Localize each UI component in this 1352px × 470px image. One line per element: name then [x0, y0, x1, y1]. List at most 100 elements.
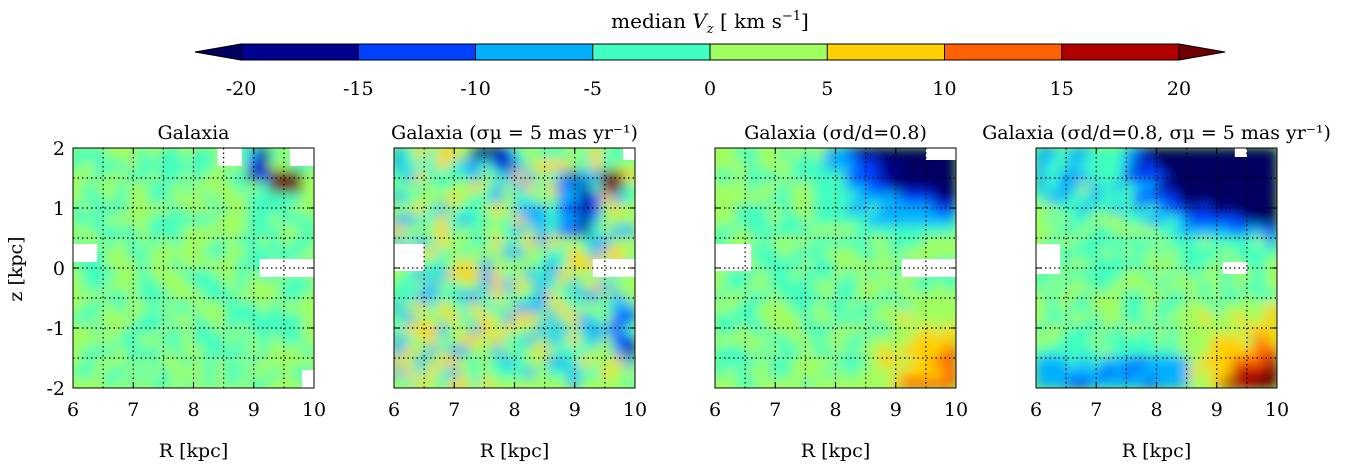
heatmap-cell: [1078, 277, 1092, 291]
heatmap-cell: [944, 245, 956, 259]
heatmap-cell: [746, 332, 760, 346]
heatmap-cell: [1199, 223, 1213, 237]
heatmap-cell: [845, 321, 859, 335]
heatmap-cell: [823, 179, 837, 193]
heatmap-cell: [944, 299, 956, 313]
heatmap-cell: [394, 190, 406, 204]
heatmap-cell: [1036, 343, 1048, 357]
heatmap-cell: [889, 179, 903, 193]
colorbar-segment: [1061, 44, 1179, 60]
heatmap-cell: [148, 234, 162, 248]
heatmap-cell: [845, 212, 859, 226]
heatmap-cell: [159, 157, 173, 171]
heatmap-cell: [922, 376, 936, 388]
heatmap-cell: [1111, 223, 1125, 237]
heatmap-cell: [148, 376, 162, 388]
heatmap-cell: [845, 223, 859, 237]
heatmap-cell: [502, 148, 516, 160]
heatmap: [715, 148, 956, 388]
heatmap-cell: [867, 343, 881, 357]
heatmap-cell: [115, 148, 129, 160]
x-tick-label: 6: [388, 399, 400, 421]
heatmap-cell: [724, 321, 738, 335]
heatmap-cell: [126, 179, 140, 193]
heatmap-cell: [823, 212, 837, 226]
heatmap-cell: [1199, 365, 1213, 379]
heatmap-cell: [790, 168, 804, 182]
heatmap-cell: [1111, 245, 1125, 259]
heatmap-cell: [93, 157, 107, 171]
heatmap-cell: [1265, 277, 1277, 291]
heatmap-cell: [447, 365, 461, 379]
heatmap-cell: [878, 321, 892, 335]
heatmap-cell: [414, 148, 428, 160]
heatmap-cell: [394, 148, 406, 160]
x-tick-label: 8: [187, 399, 199, 421]
heatmap-cell: [1199, 245, 1213, 259]
heatmap-cell: [192, 179, 206, 193]
heatmap-cell: [579, 343, 593, 357]
heatmap-cell: [546, 157, 560, 171]
heatmap-cell: [546, 267, 560, 280]
heatmap-cell: [82, 148, 96, 160]
heatmap-cell: [735, 157, 749, 171]
heatmap-cell: [170, 310, 184, 324]
heatmap-cell: [944, 310, 956, 324]
heatmap-cell: [1078, 212, 1092, 226]
heatmap-cell: [1166, 256, 1180, 269]
heatmap-cell: [502, 343, 516, 357]
heatmap-cell: [104, 245, 118, 259]
heatmap-cell: [491, 288, 505, 302]
heatmap-cell: [911, 310, 925, 324]
heatmap-cell: [933, 157, 947, 171]
heatmap-cell: [1254, 212, 1268, 226]
heatmap-cell: [1243, 148, 1257, 160]
heatmap-cell: [513, 256, 527, 269]
heatmap-cell: [867, 267, 881, 280]
colorbar-title: median Vz [ km s−1]: [611, 9, 809, 37]
heatmap-cell: [1045, 310, 1059, 324]
heatmap-cell: [291, 245, 305, 259]
heatmap-cell: [502, 332, 516, 346]
heatmap-cell: [1144, 267, 1158, 280]
heatmap-cell: [1188, 157, 1202, 171]
heatmap-cell: [557, 157, 571, 171]
heatmap-cell: [612, 201, 626, 215]
heatmap-cell: [73, 212, 85, 226]
heatmap-cell: [834, 179, 848, 193]
heatmap-cell: [403, 321, 417, 335]
heatmap-cell: [1056, 299, 1070, 313]
heatmap-cell: [513, 299, 527, 313]
heatmap-cell: [601, 299, 615, 313]
heatmap-cell: [823, 332, 837, 346]
heatmap-cell: [1045, 201, 1059, 215]
heatmap-cell: [878, 256, 892, 269]
heatmap-cell: [192, 310, 206, 324]
heatmap-cell: [867, 310, 881, 324]
heatmap-cell: [779, 365, 793, 379]
heatmap-cell: [1199, 190, 1213, 204]
heatmap-cell: [623, 212, 635, 226]
heatmap-cell: [1243, 365, 1257, 379]
heatmap-cell: [480, 365, 494, 379]
heatmap-cell: [225, 376, 239, 388]
heatmap-cell: [1210, 179, 1224, 193]
heatmap-cell: [394, 365, 406, 379]
heatmap-cell: [557, 256, 571, 269]
heatmap-cell: [225, 299, 239, 313]
heatmap-cell: [623, 376, 635, 388]
heatmap-cell: [823, 277, 837, 291]
heatmap-cell: [735, 148, 749, 160]
x-axis-label: R [kpc]: [159, 440, 229, 462]
heatmap-cell: [269, 245, 283, 259]
heatmap-cell: [280, 148, 294, 160]
heatmap-cell: [469, 354, 483, 368]
heatmap-cell: [845, 201, 859, 215]
heatmap-cell: [192, 332, 206, 346]
heatmap-cell: [1199, 310, 1213, 324]
heatmap-cell: [1254, 201, 1268, 215]
heatmap-cell: [394, 212, 406, 226]
heatmap-cell: [735, 168, 749, 182]
heatmap-cell: [1265, 299, 1277, 313]
heatmap-cell: [557, 321, 571, 335]
